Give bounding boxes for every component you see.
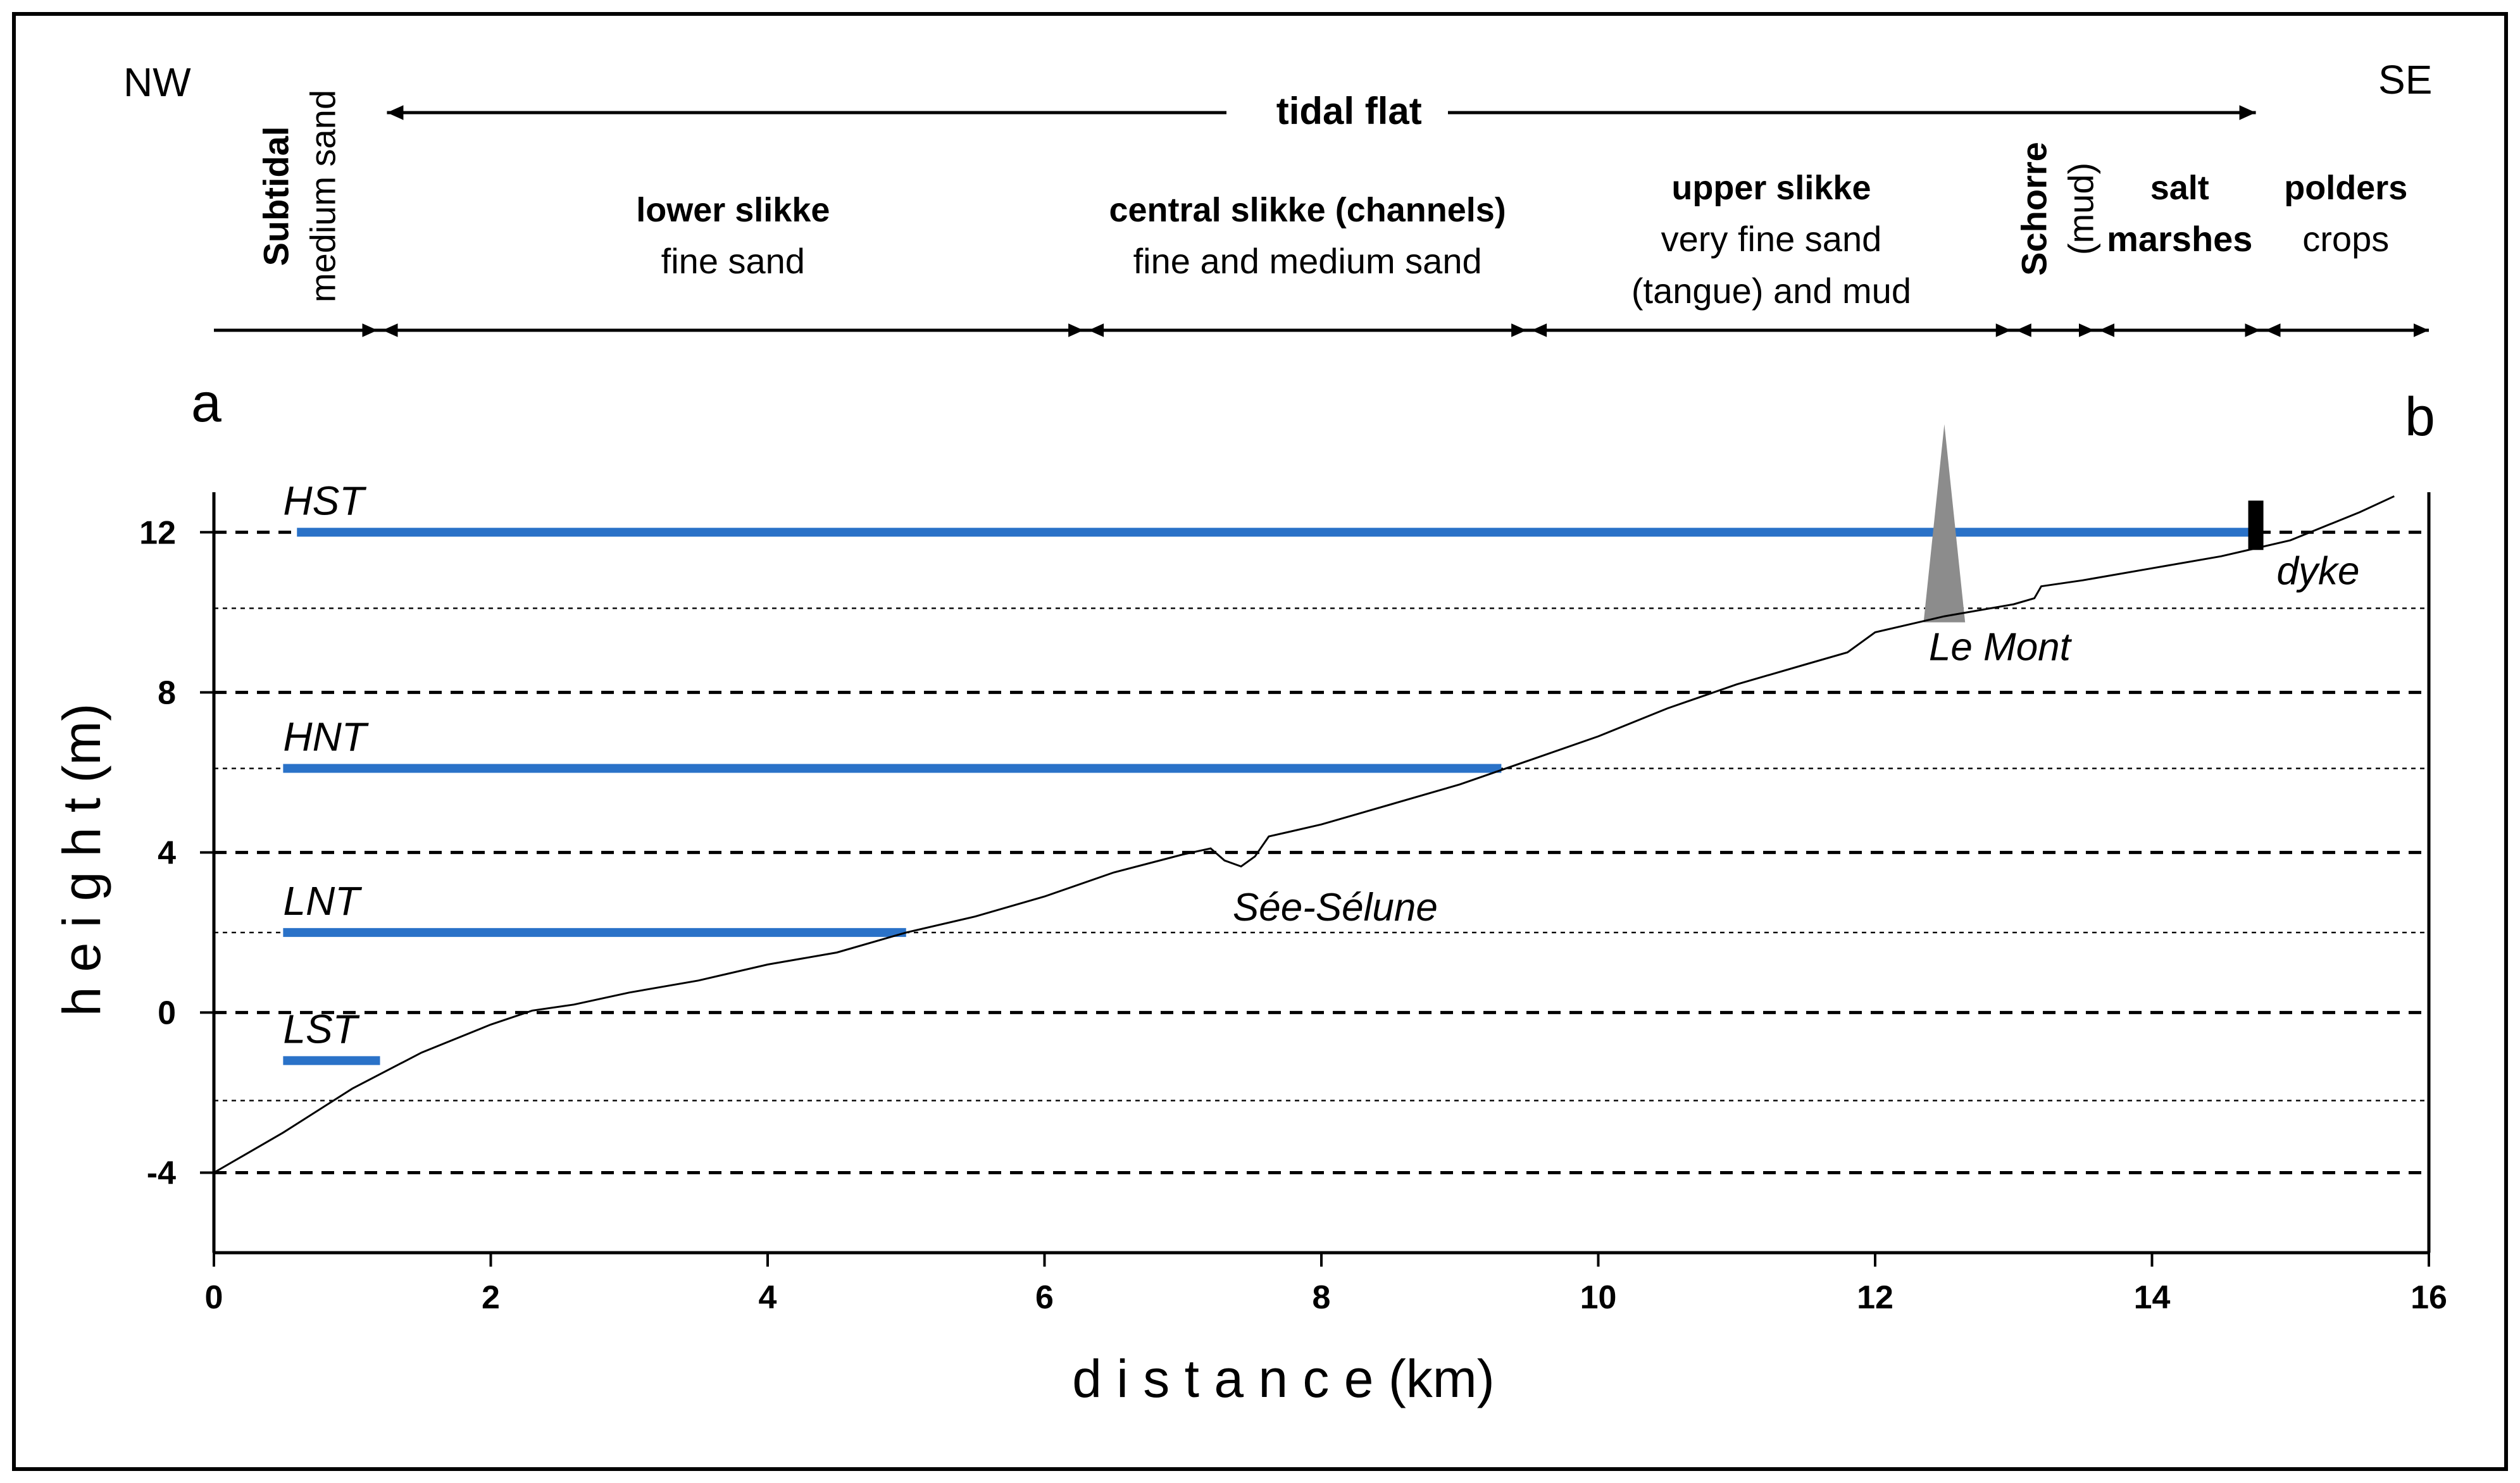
zone-sub-central-slikke: fine and medium sand (1133, 241, 1482, 281)
zone-arrowhead-out-0 (382, 323, 398, 337)
zone-title-schorre: Schorre (2014, 142, 2054, 276)
orientation-nw: NW (123, 59, 191, 105)
zone-sub-subtidal: medium sand (303, 90, 342, 302)
zone-title-salt-marshes: salt (2150, 169, 2209, 207)
zone-title-subtidal: Subtidal (256, 127, 296, 266)
terrain-profile-line (213, 495, 2395, 1174)
zone-title-upper-slikke: upper slikke (1671, 169, 1871, 207)
tidal-flat-arrowhead-right (2239, 105, 2256, 120)
zone-title-central-slikke: central slikke (channels) (1109, 191, 1506, 229)
zone-arrowhead-in-0 (362, 323, 378, 337)
x-tick-label: 0 (205, 1279, 223, 1316)
y-tick-label: 8 (158, 674, 176, 711)
zone-arrowhead-end (2414, 323, 2429, 337)
zone-arrowhead-out-4 (2099, 323, 2114, 337)
x-tick-label: 14 (2134, 1279, 2171, 1316)
zone-arrowhead-out-1 (1088, 323, 1104, 337)
y-tick-label: -4 (147, 1155, 176, 1191)
zone-arrowhead-in-4 (2079, 323, 2094, 337)
zone-sub-salt-marshes: marshes (2107, 219, 2252, 259)
dyke-marker (2248, 500, 2264, 550)
zone-polders: polders crops (2284, 169, 2407, 259)
zone-arrowhead-out-3 (2016, 323, 2031, 337)
x-tick-label: 16 (2411, 1279, 2447, 1316)
tide-label-lst: LST (283, 1006, 359, 1052)
zone-upper-slikke: upper slikke very fine sand (tangue) and m… (1631, 169, 1911, 311)
zone-sub-lower-slikke: fine sand (661, 241, 805, 281)
annotation-le-mont: Le Mont (1929, 626, 2073, 669)
zone-arrowhead-out-5 (2265, 323, 2281, 337)
zone-central-slikke: central slikke (channels) fine and medium… (1109, 191, 1506, 281)
annotation-dyke: dyke (2277, 550, 2360, 593)
profile-end-label: b (2405, 387, 2435, 447)
zone-arrowhead-in-1 (1068, 323, 1084, 337)
zone-sub-upper-slikke: very fine sand (1661, 219, 1882, 259)
tidal-flat-arrowhead-left (387, 105, 404, 120)
profile-start-label: a (191, 373, 221, 433)
annotation-s-e-s-lune: Sée-Sélune (1233, 886, 1438, 929)
y-axis-label-group: h e i g h t (m) (52, 704, 111, 1017)
tidal-flat-label: tidal flat (1276, 90, 1422, 132)
x-tick-label: 6 (1035, 1279, 1054, 1316)
x-tick-label: 4 (759, 1279, 777, 1316)
y-tick-label: 0 (158, 995, 176, 1031)
zone-sub-schorre: (mud) (2061, 163, 2100, 255)
zone-title-polders: polders (2284, 169, 2407, 207)
tide-label-hst: HST (283, 478, 366, 523)
y-axis-label: h e i g h t (m) (52, 704, 111, 1017)
tide-label-hnt: HNT (283, 714, 368, 760)
figure-border (12, 12, 2508, 1471)
zone-schorre: Schorre (mud) (2014, 142, 2100, 276)
zone-arrowhead-in-5 (2245, 323, 2261, 337)
zone-arrowhead-out-2 (1531, 323, 1547, 337)
annotations: Sée-Sélune Le Mont dyke (1233, 550, 2360, 929)
zone-header: NW SE tidal flat Subtidal medium sand lower s… (123, 57, 2435, 447)
zone-salt-marshes: salt marshes (2107, 169, 2252, 259)
y-tick-label: 4 (158, 835, 176, 871)
profile-layer (213, 424, 2395, 1174)
axes: 0 2 4 6 8 10 12 14 16 -4 0 4 8 12 d i s t a n c e (km)… (52, 492, 2447, 1408)
zone-arrowhead-in-2 (1511, 323, 1527, 337)
orientation-se: SE (2378, 57, 2432, 102)
zone-lower-slikke: lower slikke fine sand (636, 191, 830, 281)
zone-sub-polders: crops (2302, 219, 2389, 259)
x-axis-label: d i s t a n c e (km) (1072, 1349, 1495, 1408)
zone-subtidal: Subtidal medium sand (256, 90, 342, 302)
le-mont-peak (1923, 424, 1966, 623)
x-tick-label: 10 (1580, 1279, 1617, 1316)
zone-title-lower-slikke: lower slikke (636, 191, 830, 229)
x-tick-label: 8 (1313, 1279, 1331, 1316)
tide-label-lnt: LNT (283, 878, 362, 924)
x-tick-label: 12 (1857, 1279, 1893, 1316)
y-tick-label: 12 (139, 514, 176, 551)
zone-sub2-upper-slikke: (tangue) and mud (1631, 271, 1911, 311)
zone-arrowhead-in-3 (1995, 323, 2011, 337)
x-tick-label: 2 (482, 1279, 500, 1316)
